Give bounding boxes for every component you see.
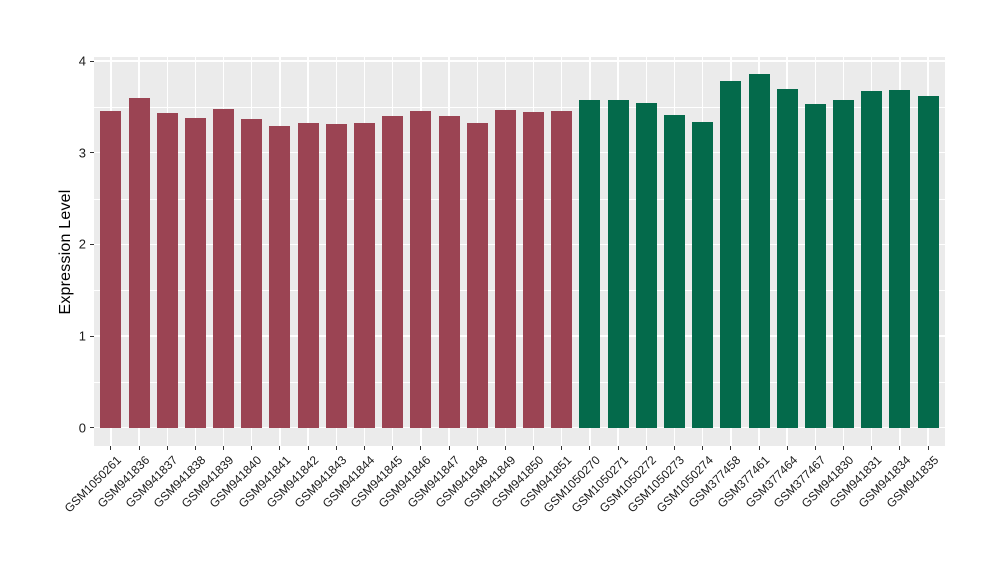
x-tick-mark xyxy=(223,446,225,450)
x-tick-mark xyxy=(589,446,591,450)
bar xyxy=(241,118,263,428)
bar xyxy=(861,91,883,428)
x-tick-mark xyxy=(166,446,168,450)
gridline-y-major xyxy=(94,335,945,337)
bar xyxy=(579,100,601,428)
x-tick-mark xyxy=(364,446,366,450)
bar xyxy=(269,126,291,428)
bar xyxy=(889,90,911,428)
x-tick-mark xyxy=(476,446,478,450)
y-tick-mark xyxy=(90,335,94,337)
bar xyxy=(663,115,685,428)
y-tick-label: 0 xyxy=(78,420,86,436)
x-tick-mark xyxy=(617,446,619,450)
x-tick-mark xyxy=(899,446,901,450)
gridline-y-major xyxy=(94,151,945,154)
bar xyxy=(466,123,488,428)
y-tick-mark xyxy=(90,60,94,62)
x-tick-mark xyxy=(871,446,873,450)
bar xyxy=(776,88,798,428)
x-tick-mark xyxy=(927,446,929,450)
bar xyxy=(551,110,573,428)
x-tick-mark xyxy=(420,446,422,450)
x-tick-mark xyxy=(110,446,112,450)
x-tick-mark xyxy=(251,446,253,450)
x-tick-mark xyxy=(392,446,394,450)
bar xyxy=(438,116,460,428)
x-tick-mark xyxy=(786,446,788,450)
x-tick-mark xyxy=(307,446,309,450)
bar xyxy=(184,117,206,428)
bar xyxy=(523,112,545,428)
bar xyxy=(692,121,714,428)
x-tick-mark xyxy=(138,446,140,450)
bar xyxy=(382,116,404,428)
bar xyxy=(410,110,432,428)
x-tick-mark xyxy=(673,446,675,450)
bar xyxy=(833,99,855,428)
bar xyxy=(128,97,150,428)
plot-panel xyxy=(94,57,945,446)
x-tick-mark xyxy=(758,446,760,450)
bar xyxy=(607,99,629,428)
y-tick-label: 2 xyxy=(78,236,86,252)
bar xyxy=(804,104,826,428)
gridline-y-minor xyxy=(94,381,945,383)
bar xyxy=(494,109,516,428)
x-tick-mark xyxy=(335,446,337,450)
x-tick-mark xyxy=(730,446,732,450)
bar xyxy=(297,123,319,428)
bar xyxy=(635,103,657,428)
x-tick-mark xyxy=(194,446,196,450)
x-tick-mark xyxy=(448,446,450,450)
gridline-y-minor xyxy=(94,106,945,108)
x-tick-mark xyxy=(843,446,845,450)
bar xyxy=(720,81,742,428)
x-tick-mark xyxy=(645,446,647,450)
y-tick-mark xyxy=(90,152,94,154)
bar xyxy=(325,124,347,428)
bar xyxy=(748,73,770,428)
bar xyxy=(156,113,178,428)
x-tick-mark xyxy=(561,446,563,450)
bar xyxy=(354,123,376,428)
x-tick-mark xyxy=(814,446,816,450)
x-tick-mark xyxy=(279,446,281,450)
gridline-y-minor xyxy=(94,198,945,200)
y-tick-mark xyxy=(90,243,94,245)
x-tick-mark xyxy=(533,446,535,450)
gridline-y-minor xyxy=(94,290,945,291)
y-tick-label: 3 xyxy=(78,145,86,161)
y-axis-title: Expression Level xyxy=(57,188,74,315)
y-tick-mark xyxy=(90,427,94,429)
bar xyxy=(100,111,122,428)
x-tick-mark xyxy=(504,446,506,450)
gridline-y-major xyxy=(94,243,945,246)
bar xyxy=(213,108,235,428)
gridline-y-major xyxy=(94,427,945,429)
x-tick-mark xyxy=(702,446,704,450)
y-tick-label: 4 xyxy=(78,53,86,69)
y-tick-label: 1 xyxy=(78,328,86,344)
gridline-y-major xyxy=(94,60,945,62)
bar xyxy=(917,95,939,428)
